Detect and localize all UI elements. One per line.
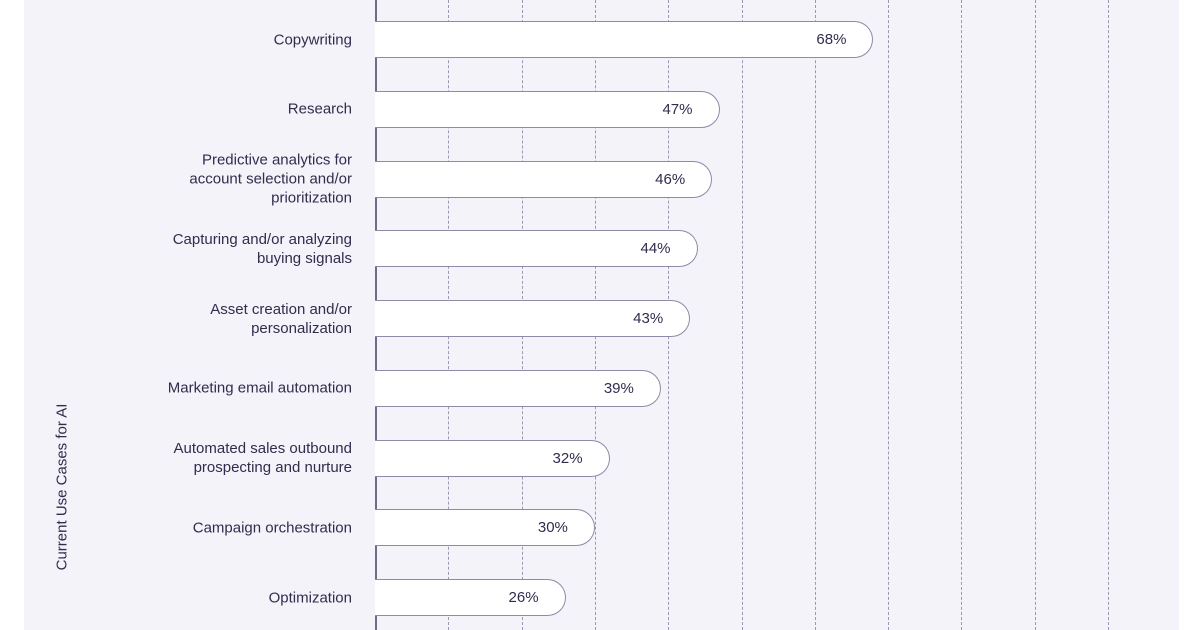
bar: 47% [375,90,720,128]
category-label: Asset creation and/or personalization [210,300,352,337]
value-label: 32% [552,449,583,467]
category-label: Automated sales outbound prospecting and… [173,440,352,476]
gridline [1108,0,1109,630]
value-label: 68% [816,31,847,48]
category-label: Research [287,100,352,118]
y-axis-title: Current Use Cases for AI [53,403,71,571]
category-label: Predictive analytics for account selecti… [189,151,352,207]
bar: 30% [375,509,595,547]
bar: 43% [375,300,691,337]
bar: 32% [375,439,610,477]
gridline [1034,0,1036,630]
category-label: Capturing and/or analyzing buying signal… [172,230,352,267]
gridline [741,0,743,630]
value-label: 46% [655,170,686,188]
value-label: 26% [508,589,539,606]
bar: 46% [375,160,713,198]
bar: 39% [375,369,661,407]
bar: 68% [375,21,874,58]
category-label: Optimization [268,589,352,606]
category-label: Copywriting [273,31,352,48]
bar: 44% [375,230,698,268]
bar: 26% [375,579,566,616]
gridline [888,0,890,630]
value-label: 47% [662,100,693,118]
value-label: 43% [633,310,664,327]
gridline [814,0,816,630]
value-label: 39% [603,379,634,397]
value-label: 44% [640,240,671,258]
category-label: Campaign orchestration [192,519,352,537]
category-label: Marketing email automation [167,379,352,397]
value-label: 30% [537,519,568,537]
gridline [961,0,963,630]
